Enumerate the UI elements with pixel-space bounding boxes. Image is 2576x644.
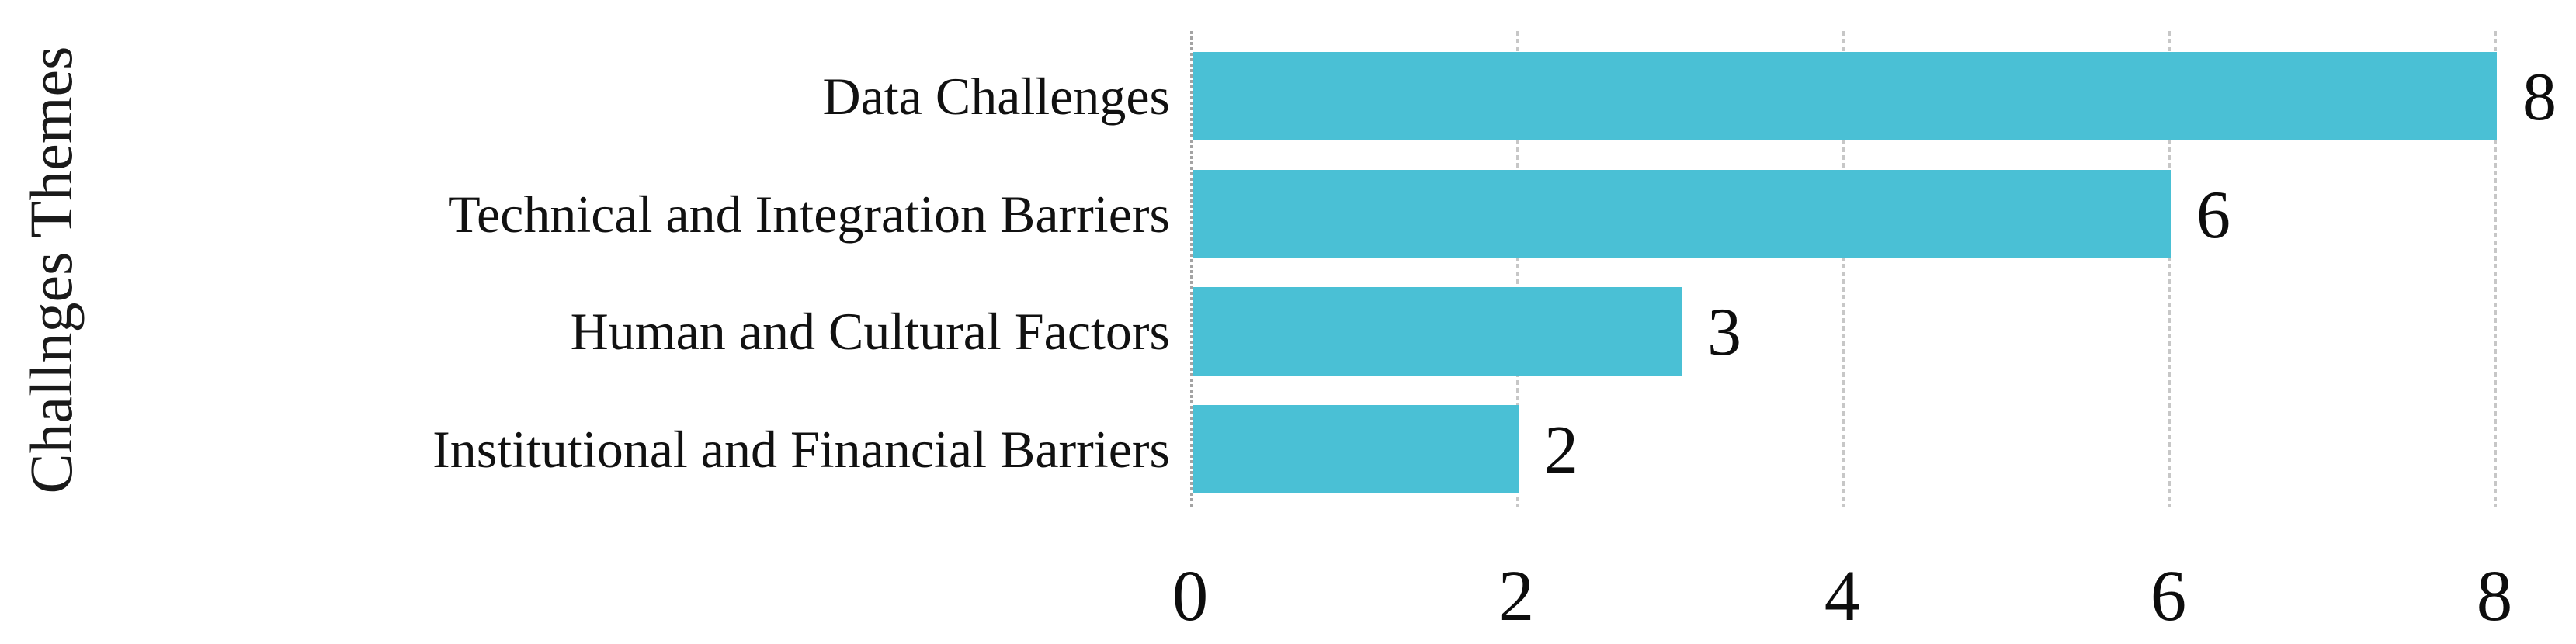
bar-value-label: 2	[1544, 413, 1578, 489]
x-tick-label: 2	[1498, 556, 1535, 636]
bar	[1193, 405, 1519, 494]
category-label: Data Challenges	[822, 66, 1170, 126]
bar-value-label: 3	[1707, 295, 1741, 371]
bar-value-label: 6	[2196, 177, 2231, 253]
gridline	[2168, 31, 2171, 507]
gridline	[1516, 31, 1519, 507]
category-label: Technical and Integration Barriers	[448, 184, 1170, 244]
bar	[1193, 51, 2497, 140]
bar	[1193, 169, 2171, 258]
category-label: Human and Cultural Factors	[570, 302, 1170, 362]
gridline	[1842, 31, 1845, 507]
bar	[1193, 287, 1682, 376]
bar-value-label: 8	[2522, 59, 2557, 135]
category-label: Institutional and Financial Barriers	[432, 420, 1170, 480]
x-tick-label: 8	[2476, 556, 2513, 636]
x-tick-label: 4	[1824, 556, 1861, 636]
x-tick-label: 6	[2150, 556, 2187, 636]
x-tick-label: 0	[1172, 556, 1209, 636]
gridline	[2494, 31, 2497, 507]
y-axis-line	[1190, 31, 1193, 507]
